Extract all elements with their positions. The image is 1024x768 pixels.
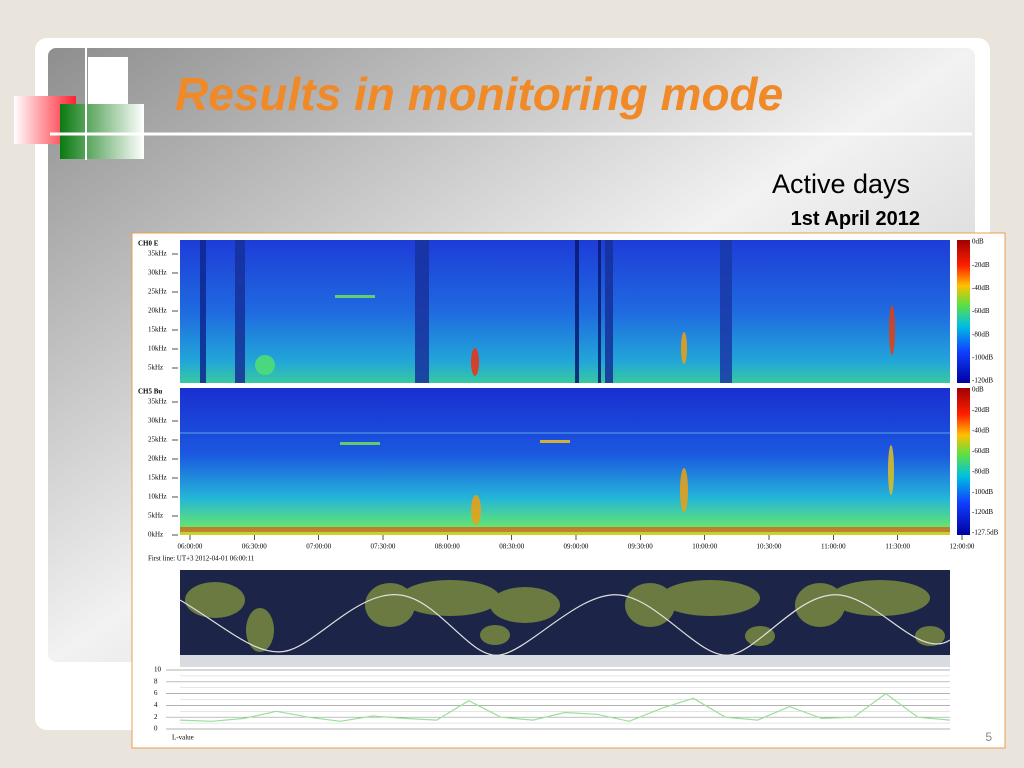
title: Results in monitoring mode [175, 68, 783, 120]
freq-tick-label: 20kHz [148, 307, 167, 315]
freq-tick-label: 15kHz [148, 326, 167, 334]
freq-tick-label: 30kHz [148, 269, 167, 277]
continents [185, 580, 945, 652]
time-tick-label: 06:30:00 [242, 543, 267, 551]
subtitle: Active days [772, 169, 910, 199]
freq-tick-label: 0kHz [148, 531, 163, 539]
deco [88, 57, 128, 105]
antarctica [180, 655, 950, 667]
freq-tick-label: 20kHz [148, 455, 167, 463]
spectrogram [180, 240, 950, 383]
colorbar-tick-label: -120dB [972, 377, 993, 385]
colorbar-tick-label: 0dB [972, 386, 984, 394]
freq-tick-label: 15kHz [148, 474, 167, 482]
lvalue-tick-label: 4 [154, 701, 158, 709]
colorbar-tick-label: -80dB [972, 467, 990, 475]
date: 1st April 2012 [791, 208, 920, 230]
colorbar-tick-label: -40dB [972, 284, 990, 292]
page-number: 5 [985, 730, 992, 744]
colorbar-tick-label: -60dB [972, 447, 990, 455]
freq-tick-label: 25kHz [148, 436, 167, 444]
freq-tick-label: 35kHz [148, 250, 167, 258]
spectrogram [180, 388, 950, 535]
colorbar-tick-label: -127.5dB [972, 529, 999, 537]
spectrogram-features [180, 240, 950, 532]
lvalue-line [179, 692, 951, 722]
first-line: First line: UT+3 2012-04-01 06:00:11 [148, 555, 255, 563]
time-tick-label: 09:30:00 [628, 543, 653, 551]
colorbar-tick-label: -40dB [972, 426, 990, 434]
time-tick-label: 08:00:00 [435, 543, 460, 551]
deco [60, 104, 144, 159]
colorbar [957, 240, 970, 383]
time-tick-label: 12:00:00 [950, 543, 975, 551]
freq-tick-label: 5kHz [148, 364, 163, 372]
colorbar [957, 388, 970, 535]
lvalue-tick-label: 2 [154, 713, 158, 721]
time-tick-label: 09:00:00 [564, 543, 589, 551]
freq-tick-label: 5kHz [148, 512, 163, 520]
colorbar-tick-label: -100dB [972, 353, 993, 361]
time-tick-label: 10:00:00 [692, 543, 717, 551]
channel-label: CH5 Bu [138, 388, 162, 396]
freq-tick-label: 25kHz [148, 288, 167, 296]
freq-tick-label: 35kHz [148, 398, 167, 406]
colorbar-tick-label: -20dB [972, 261, 990, 269]
time-tick-label: 07:30:00 [371, 543, 396, 551]
lvalue-tick-label: 0 [154, 725, 158, 733]
time-tick-label: 10:30:00 [757, 543, 782, 551]
lvalue-tick-label: 10 [154, 666, 162, 674]
colorbar-tick-label: -60dB [972, 307, 990, 315]
time-tick-label: 07:00:00 [306, 543, 331, 551]
lvalue-label: L-value [172, 734, 194, 742]
colorbar-tick-label: 0dB [972, 238, 984, 246]
ground-track [179, 594, 951, 656]
time-tick-label: 06:00:00 [178, 543, 203, 551]
lvalue-tick-label: 6 [154, 689, 158, 697]
time-tick-label: 11:30:00 [885, 543, 910, 551]
time-tick-label: 11:00:00 [821, 543, 846, 551]
freq-tick-label: 30kHz [148, 417, 167, 425]
colorbar-tick-label: -120dB [972, 508, 993, 516]
time-tick-label: 08:30:00 [499, 543, 524, 551]
channel-label: CH0 E [138, 240, 159, 248]
freq-tick-label: 10kHz [148, 493, 167, 501]
colorbar-tick-label: -100dB [972, 488, 993, 496]
lvalue-tick-label: 8 [154, 677, 158, 685]
freq-tick-label: 10kHz [148, 345, 167, 353]
colorbar-tick-label: -80dB [972, 330, 990, 338]
colorbar-tick-label: -20dB [972, 406, 990, 414]
